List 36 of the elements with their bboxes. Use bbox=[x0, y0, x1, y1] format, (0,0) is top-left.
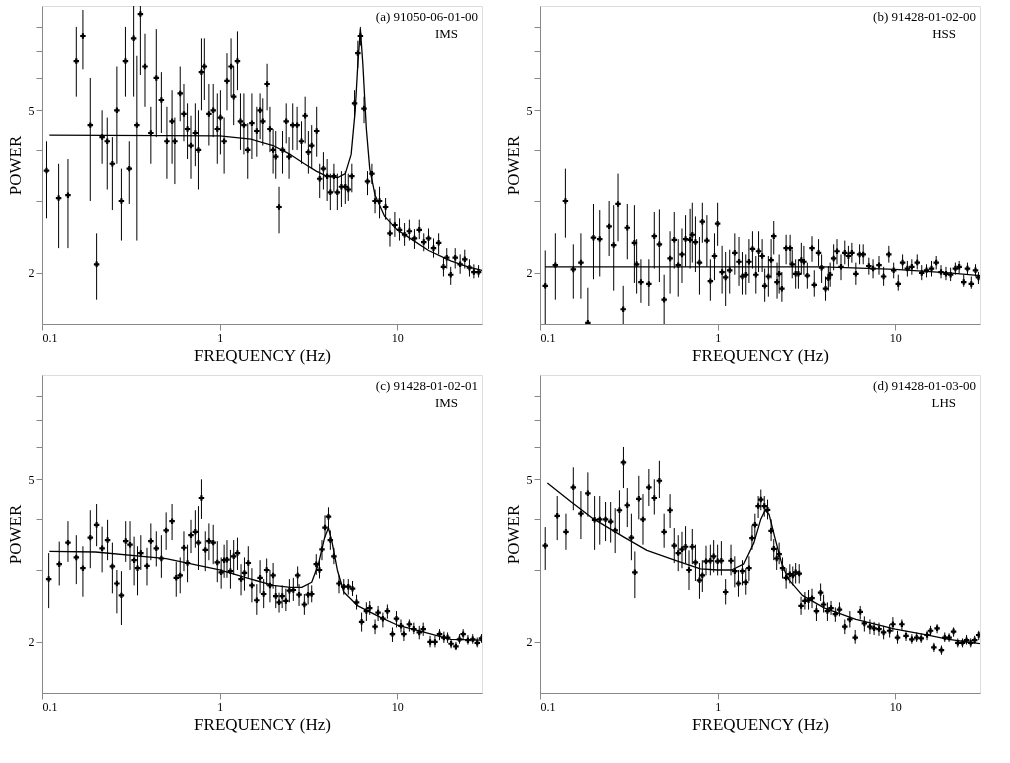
x-tick-label: 1 bbox=[715, 699, 722, 714]
annotation: IMS bbox=[434, 26, 458, 41]
y-tick-label: 5 bbox=[526, 103, 533, 118]
y-tick-label: 5 bbox=[28, 103, 35, 118]
x-tick-label: 10 bbox=[391, 330, 404, 345]
x-tick-label: 0.1 bbox=[540, 699, 556, 714]
x-tick-label: 10 bbox=[889, 699, 902, 714]
x-axis-title: FREQUENCY (Hz) bbox=[194, 714, 331, 734]
y-axis-title: POWER bbox=[503, 135, 523, 196]
annotation: (d) 91428-01-03-00 bbox=[873, 378, 976, 393]
y-tick-label: 5 bbox=[526, 472, 533, 487]
x-tick-label: 10 bbox=[391, 699, 404, 714]
y-tick-label: 2 bbox=[28, 266, 35, 281]
y-tick-label: 2 bbox=[526, 635, 533, 650]
y-tick-label: 2 bbox=[526, 266, 533, 281]
x-tick-label: 0.1 bbox=[42, 699, 58, 714]
x-tick-label: 0.1 bbox=[540, 330, 556, 345]
annotation: (b) 91428-01-02-00 bbox=[873, 9, 976, 24]
x-tick-label: 1 bbox=[715, 330, 722, 345]
x-tick-label: 1 bbox=[217, 330, 224, 345]
y-tick-label: 5 bbox=[28, 472, 35, 487]
annotation: IMS bbox=[434, 395, 458, 410]
y-tick-label: 2 bbox=[28, 635, 35, 650]
x-axis-title: FREQUENCY (Hz) bbox=[194, 345, 331, 365]
annotation: (c) 91428-01-02-01 bbox=[375, 378, 478, 393]
annotation: LHS bbox=[931, 395, 956, 410]
x-tick-label: 0.1 bbox=[42, 330, 58, 345]
x-axis-title: FREQUENCY (Hz) bbox=[692, 714, 829, 734]
x-tick-label: 10 bbox=[889, 330, 902, 345]
y-axis-title: POWER bbox=[5, 135, 25, 196]
annotation: (a) 91050-06-01-00 bbox=[375, 9, 478, 24]
x-tick-label: 1 bbox=[217, 699, 224, 714]
annotation: HSS bbox=[932, 26, 956, 41]
x-axis-title: FREQUENCY (Hz) bbox=[692, 345, 829, 365]
y-axis-title: POWER bbox=[503, 504, 523, 565]
y-axis-title: POWER bbox=[5, 504, 25, 565]
